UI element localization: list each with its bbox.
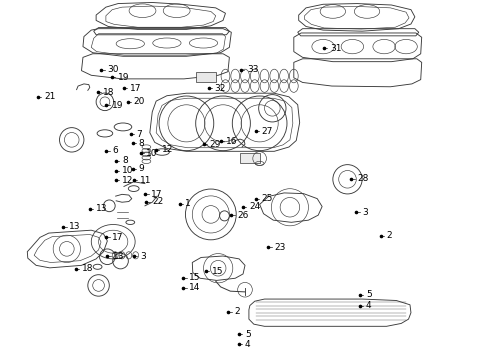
Text: 2: 2 [234,307,240,316]
Text: 13: 13 [96,204,108,213]
Polygon shape [240,153,260,163]
Text: 23: 23 [274,243,286,252]
Text: 17: 17 [151,190,163,199]
Text: 17: 17 [130,84,141,93]
Text: 19: 19 [112,101,124,110]
Polygon shape [196,72,216,82]
Text: 30: 30 [107,65,119,74]
Text: 12: 12 [122,176,133,185]
Text: 5: 5 [245,330,251,339]
Text: 13: 13 [69,222,81,231]
Text: 15: 15 [189,273,201,282]
Text: 11: 11 [140,176,151,185]
Text: 5: 5 [366,290,372,299]
Text: 10: 10 [122,166,133,175]
Text: 21: 21 [44,92,55,101]
Text: 19: 19 [118,73,129,82]
Text: 6: 6 [112,146,118,155]
Text: 17: 17 [112,233,124,242]
Text: 10: 10 [147,149,158,158]
Text: 4: 4 [245,340,250,349]
Text: 13: 13 [113,252,125,261]
Text: 32: 32 [215,84,226,93]
Text: 33: 33 [247,65,258,74]
Text: 20: 20 [134,97,145,106]
Text: 16: 16 [226,137,238,146]
Text: 8: 8 [122,156,128,165]
Text: 25: 25 [262,194,273,203]
Text: 14: 14 [189,283,201,292]
Text: 12: 12 [162,145,173,154]
Text: 18: 18 [103,88,115,97]
Text: 24: 24 [249,202,260,211]
Text: 26: 26 [237,211,248,220]
Text: 9: 9 [139,164,145,173]
Text: 2: 2 [387,231,392,240]
Text: 15: 15 [212,267,223,276]
Text: 1: 1 [185,199,191,208]
Text: 7: 7 [137,130,143,139]
Text: 3: 3 [362,208,368,217]
Text: 27: 27 [262,127,273,136]
Text: 31: 31 [330,44,342,53]
Text: 22: 22 [152,197,164,206]
Text: 18: 18 [82,265,94,274]
Text: 28: 28 [357,174,368,183]
Text: 8: 8 [139,139,145,148]
Text: 3: 3 [140,252,146,261]
Text: 29: 29 [210,140,221,149]
Text: 4: 4 [366,301,372,310]
